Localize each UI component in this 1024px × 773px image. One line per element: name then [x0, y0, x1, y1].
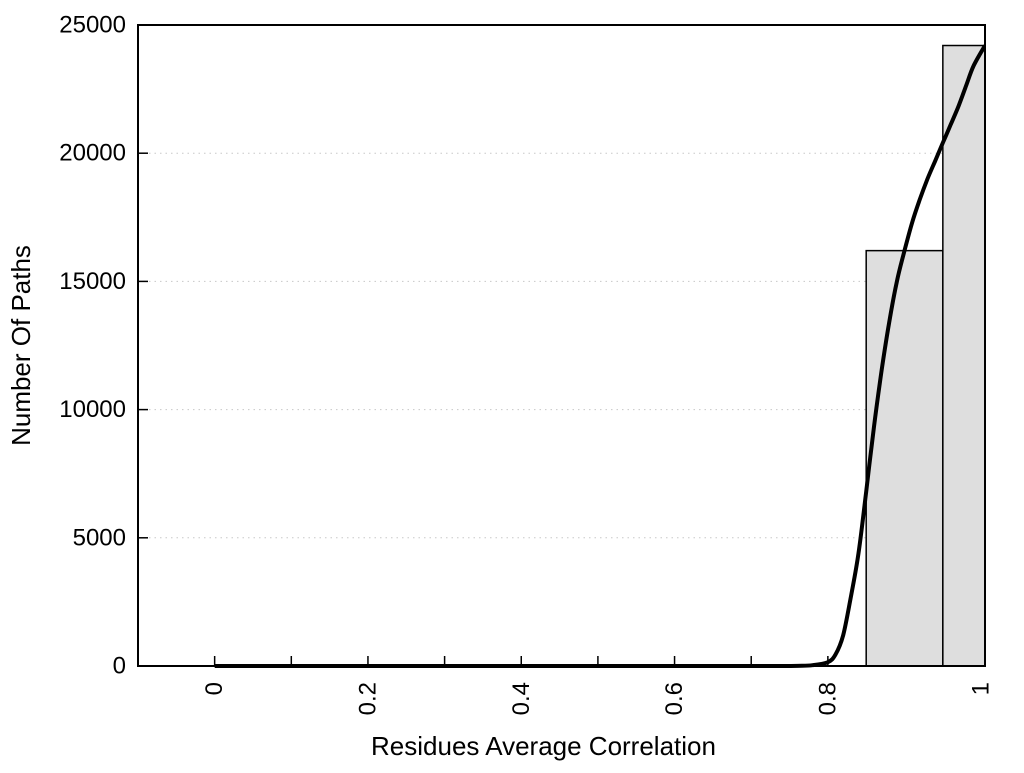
x-tick-label-0.6: 0.6 [661, 682, 688, 715]
gridlines-layer [138, 152, 985, 539]
y-tick-label-0: 0 [113, 653, 126, 680]
histogram-bars-layer [865, 44, 985, 666]
y-tick-label-25000: 25000 [59, 12, 126, 39]
x-tick-label-0.2: 0.2 [355, 682, 382, 715]
y-tick-label-15000: 15000 [59, 268, 126, 295]
plot-border [137, 24, 986, 667]
x-tick-label-0: 0 [201, 682, 228, 695]
histogram-bar-1 [942, 44, 985, 666]
y-tick-label-10000: 10000 [59, 396, 126, 423]
y-tick-label-20000: 20000 [59, 140, 126, 167]
y-axis-title: Number Of Paths [6, 245, 36, 446]
axis-labels-layer: Residues Average Correlation Number Of P… [6, 12, 995, 762]
x-tick-label-0.4: 0.4 [508, 682, 535, 715]
x-tick-label-1: 1 [968, 682, 995, 695]
x-axis-title: Residues Average Correlation [371, 731, 716, 761]
y-tick-label-5000: 5000 [73, 524, 126, 551]
x-tick-label-0.8: 0.8 [814, 682, 841, 715]
histogram-bar-0 [865, 249, 944, 666]
